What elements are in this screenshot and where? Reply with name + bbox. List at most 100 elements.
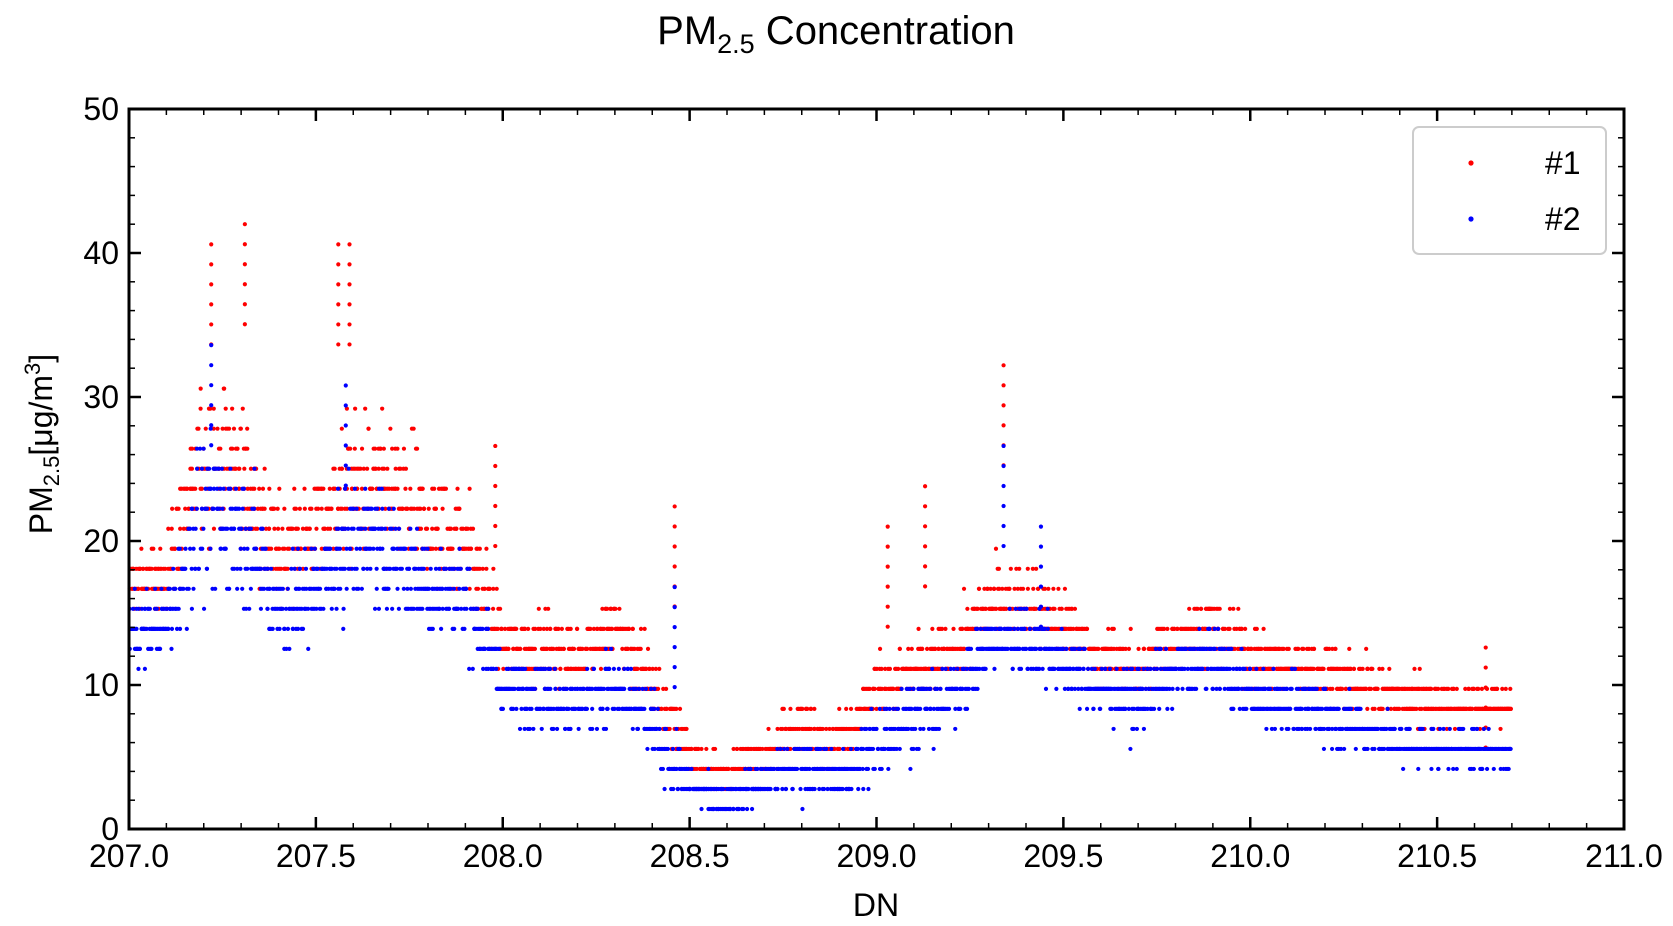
data-point [1126, 706, 1131, 712]
data-point [388, 426, 393, 431]
data-point [895, 706, 901, 712]
data-point [1066, 686, 1071, 691]
data-point [418, 526, 424, 531]
ylabel-superscript: 3 [20, 363, 45, 375]
data-point [225, 526, 230, 531]
data-point [1417, 666, 1422, 671]
data-point [590, 706, 595, 712]
data-point [975, 686, 980, 691]
data-point [840, 786, 845, 792]
data-point [426, 586, 432, 591]
data-point-peak [493, 523, 498, 529]
data-point [1059, 606, 1064, 611]
data-point [486, 606, 491, 611]
data-point [621, 686, 627, 691]
data-point [1237, 666, 1242, 671]
data-point [1296, 686, 1301, 691]
data-point [706, 766, 711, 772]
data-point [617, 606, 622, 611]
data-point [390, 606, 395, 611]
data-point [635, 666, 640, 671]
data-point [1030, 566, 1035, 571]
data-point [132, 586, 137, 591]
data-point [282, 626, 287, 631]
data-point [266, 526, 272, 531]
data-point [223, 546, 228, 551]
data-point [1170, 706, 1175, 712]
data-point-peak [242, 222, 247, 227]
data-point [282, 506, 287, 511]
data-point [477, 566, 482, 571]
data-point [285, 566, 290, 571]
data-point [1017, 566, 1022, 571]
data-point [943, 626, 948, 631]
data-point [657, 726, 662, 732]
data-point [477, 546, 482, 551]
data-point [1372, 746, 1377, 752]
data-point [1329, 746, 1335, 752]
data-point [1261, 626, 1266, 631]
data-point [1042, 586, 1048, 591]
data-point [191, 546, 196, 551]
data-point-peak [672, 544, 677, 549]
data-point [379, 486, 384, 491]
data-point [600, 606, 605, 611]
data-point [141, 566, 146, 571]
data-point-peak [242, 302, 247, 307]
data-point [440, 606, 445, 611]
data-point [338, 586, 343, 591]
data-point [354, 506, 359, 511]
data-point [997, 586, 1002, 591]
data-point [283, 606, 289, 611]
data-point [1141, 726, 1147, 732]
data-point [1123, 646, 1128, 651]
data-point [467, 586, 472, 591]
data-point [344, 406, 349, 411]
data-point [859, 726, 864, 732]
data-point [267, 586, 272, 591]
data-point [164, 606, 170, 611]
data-point [1333, 726, 1338, 732]
data-point [290, 626, 295, 631]
data-point [408, 486, 413, 491]
data-point [541, 706, 546, 712]
data-point [975, 606, 980, 611]
data-point [1249, 686, 1254, 691]
data-point [746, 786, 751, 792]
data-point [239, 526, 244, 531]
data-point-peak [672, 504, 677, 509]
data-point [318, 586, 323, 591]
data-point [230, 506, 235, 511]
data-point [561, 646, 566, 651]
data-point [199, 466, 205, 471]
data-point [642, 626, 647, 631]
data-point [342, 566, 347, 571]
data-point [1234, 666, 1239, 671]
data-point [498, 606, 503, 611]
data-point-peak [336, 242, 341, 247]
data-point [1291, 726, 1296, 732]
data-point [1239, 686, 1244, 691]
data-point [531, 726, 536, 732]
data-point [300, 626, 306, 631]
data-point [342, 486, 348, 491]
data-point [935, 686, 940, 691]
data-point [1299, 726, 1304, 732]
data-point [1154, 666, 1160, 671]
data-point [529, 706, 534, 712]
data-point [781, 706, 786, 712]
data-point [1320, 706, 1325, 712]
data-point [1330, 646, 1335, 651]
data-point [169, 626, 175, 631]
data-point [480, 566, 485, 571]
data-point-peak [922, 484, 928, 489]
data-point [1269, 726, 1275, 732]
data-point [517, 726, 523, 732]
data-point [977, 666, 982, 671]
data-point [1025, 586, 1031, 591]
data-point-peak [242, 282, 247, 287]
data-point [1217, 686, 1222, 691]
data-point [1254, 666, 1259, 671]
data-point [462, 626, 467, 631]
data-point [921, 726, 926, 732]
